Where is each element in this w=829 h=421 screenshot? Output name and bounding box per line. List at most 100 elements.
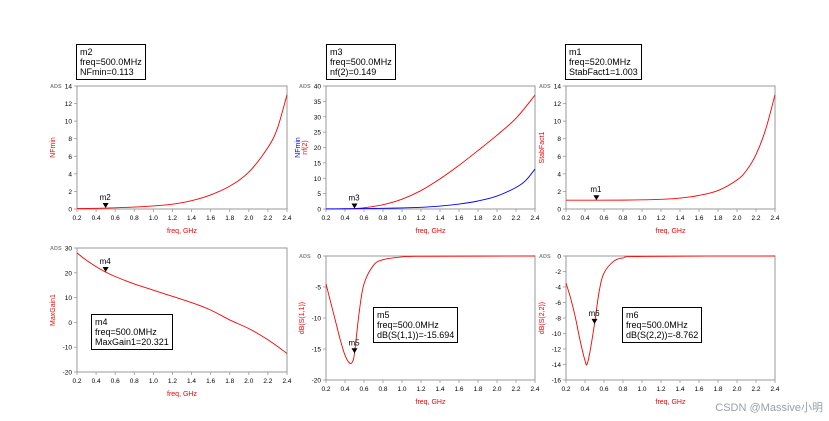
- x-tick-label: 1.0: [397, 386, 406, 393]
- y-axis-label: dB(S(1,1)): [299, 302, 306, 334]
- y-tick-label: 15: [314, 160, 322, 167]
- x-tick-label: 1.6: [206, 215, 215, 222]
- x-tick-label: 2.0: [244, 378, 253, 385]
- x-tick-label: 0.6: [111, 215, 120, 222]
- chart-s22: ADS 0.2 0.4 0.6 0.8 1.0 1.2 1.4 1.6 1.8 2.0 2.2 2.4 -…: [539, 254, 780, 407]
- chart-maxgain: ADS 0.2 0.4 0.6 0.8 1.0 1.2 1.4 1.6 1.8 2.0 2.2 2.4 -…: [50, 246, 292, 399]
- y-tick-label: 2: [557, 189, 561, 196]
- marker-box-m6: m6 freq=500.0MHz dB(S(2,2))=-8.762: [622, 307, 703, 343]
- marker-box-freq: freq=500.0MHz: [626, 320, 688, 330]
- y-tick-label: 20: [314, 145, 322, 152]
- ads-tag: ADS: [539, 84, 551, 90]
- marker-box-value: NFmin=0.113: [80, 67, 134, 77]
- x-tick-label: 2.4: [530, 215, 539, 222]
- x-tick-label: 2.4: [530, 386, 539, 393]
- y-tick-label: -5: [315, 285, 321, 292]
- y-tick-label: -4: [555, 285, 561, 292]
- x-tick-label: 0.2: [561, 386, 570, 393]
- y-tick-label: 20: [65, 270, 73, 277]
- y-tick-label: 5: [317, 191, 321, 198]
- marker-m4: [102, 267, 109, 273]
- x-axis-label: freq, GHz: [167, 391, 197, 398]
- y-tick-label: -2: [555, 269, 561, 276]
- marker-box-title: m3: [330, 47, 343, 57]
- x-tick-label: 1.4: [435, 215, 444, 222]
- x-tick-label: 2.4: [282, 378, 291, 385]
- marker-box-title: m6: [626, 310, 639, 320]
- ads-tag: ADS: [299, 254, 311, 260]
- x-tick-label: 1.8: [713, 386, 722, 393]
- x-tick-label: 1.8: [225, 215, 234, 222]
- x-tick-label: 1.4: [675, 215, 684, 222]
- x-tick-label: 1.8: [473, 215, 482, 222]
- y-tick-label: 0: [68, 320, 72, 327]
- y-axis-label: NFmin: [295, 137, 302, 158]
- marker-box-m4: m4 freq=500.0MHz MaxGain1=20.321: [91, 314, 173, 350]
- marker-m5: [351, 348, 358, 354]
- plot-frame: [76, 247, 288, 373]
- x-tick-label: 0.2: [321, 386, 330, 393]
- y-tick-label: 10: [65, 295, 73, 302]
- x-tick-label: 1.6: [694, 215, 703, 222]
- y-tick-label: 4: [557, 171, 561, 178]
- x-tick-label: 1.0: [149, 215, 158, 222]
- marker-label-m4: m4: [100, 257, 112, 266]
- x-tick-label: 1.4: [187, 378, 196, 385]
- x-tick-label: 0.6: [111, 378, 120, 385]
- marker-box-title: m4: [95, 317, 108, 327]
- y-tick-label: 10: [65, 119, 73, 126]
- y-tick-label: -10: [63, 345, 73, 352]
- marker-box-value: StabFact1=1.003: [569, 67, 638, 77]
- y-axis-label: StabFact1: [539, 131, 546, 163]
- marker-box-value: dB(S(1,1))=-15.694: [377, 330, 455, 340]
- y-tick-label: -20: [63, 370, 73, 377]
- marker-box-value: dB(S(2,2))=-8.762: [626, 330, 699, 340]
- y-tick-label: 0: [557, 207, 561, 214]
- x-tick-label: 1.2: [416, 215, 425, 222]
- x-tick-label: 0.4: [340, 215, 349, 222]
- x-tick-label: 1.2: [168, 378, 177, 385]
- x-tick-label: 1.2: [656, 386, 665, 393]
- x-tick-label: 1.6: [694, 386, 703, 393]
- y-axis-label: NFmin: [50, 137, 57, 158]
- x-tick-label: 1.4: [675, 386, 684, 393]
- x-tick-label: 2.0: [732, 386, 741, 393]
- y-axis-label: dB(S(2,2)): [539, 302, 546, 334]
- watermark: CSDN @Massive小明: [715, 402, 823, 414]
- marker-m6: [591, 318, 598, 324]
- y-tick-label: 0: [317, 207, 321, 214]
- marker-box-freq: freq=500.0MHz: [80, 57, 142, 67]
- x-tick-label: 1.0: [397, 215, 406, 222]
- x-tick-label: 0.6: [599, 215, 608, 222]
- marker-box-title: m5: [377, 310, 390, 320]
- marker-box-m2: m2 freq=500.0MHz NFmin=0.113: [76, 44, 146, 80]
- x-tick-label: 0.2: [321, 215, 330, 222]
- plot-frame: [76, 85, 288, 210]
- x-tick-label: 2.2: [263, 215, 272, 222]
- ads-tag: ADS: [50, 246, 62, 252]
- marker-box-title: m1: [569, 47, 582, 57]
- x-tick-label: 2.0: [244, 215, 253, 222]
- series-line-0: [565, 94, 776, 201]
- y-tick-label: 0: [317, 254, 321, 261]
- x-tick-label: 1.2: [656, 215, 665, 222]
- y-axis-label: MaxGain1: [50, 294, 57, 326]
- marker-box-m3: m3 freq=500.0MHz nf(2)=0.149: [326, 44, 396, 80]
- x-axis-label: freq, GHz: [416, 399, 446, 406]
- x-tick-label: 1.4: [187, 215, 196, 222]
- x-tick-label: 1.8: [713, 215, 722, 222]
- ads-tag: ADS: [539, 254, 551, 260]
- x-tick-label: 2.0: [492, 386, 501, 393]
- x-tick-label: 0.8: [378, 386, 387, 393]
- y-tick-label: -8: [555, 316, 561, 323]
- x-tick-label: 0.8: [618, 215, 627, 222]
- marker-label-m3: m3: [349, 194, 361, 203]
- x-tick-label: 0.2: [561, 215, 570, 222]
- x-tick-label: 2.0: [732, 215, 741, 222]
- y-tick-label: 0: [557, 254, 561, 261]
- x-tick-label: 1.6: [206, 378, 215, 385]
- y-tick-label: 30: [65, 246, 73, 253]
- y-tick-label: 0: [68, 207, 72, 214]
- x-tick-label: 0.8: [378, 215, 387, 222]
